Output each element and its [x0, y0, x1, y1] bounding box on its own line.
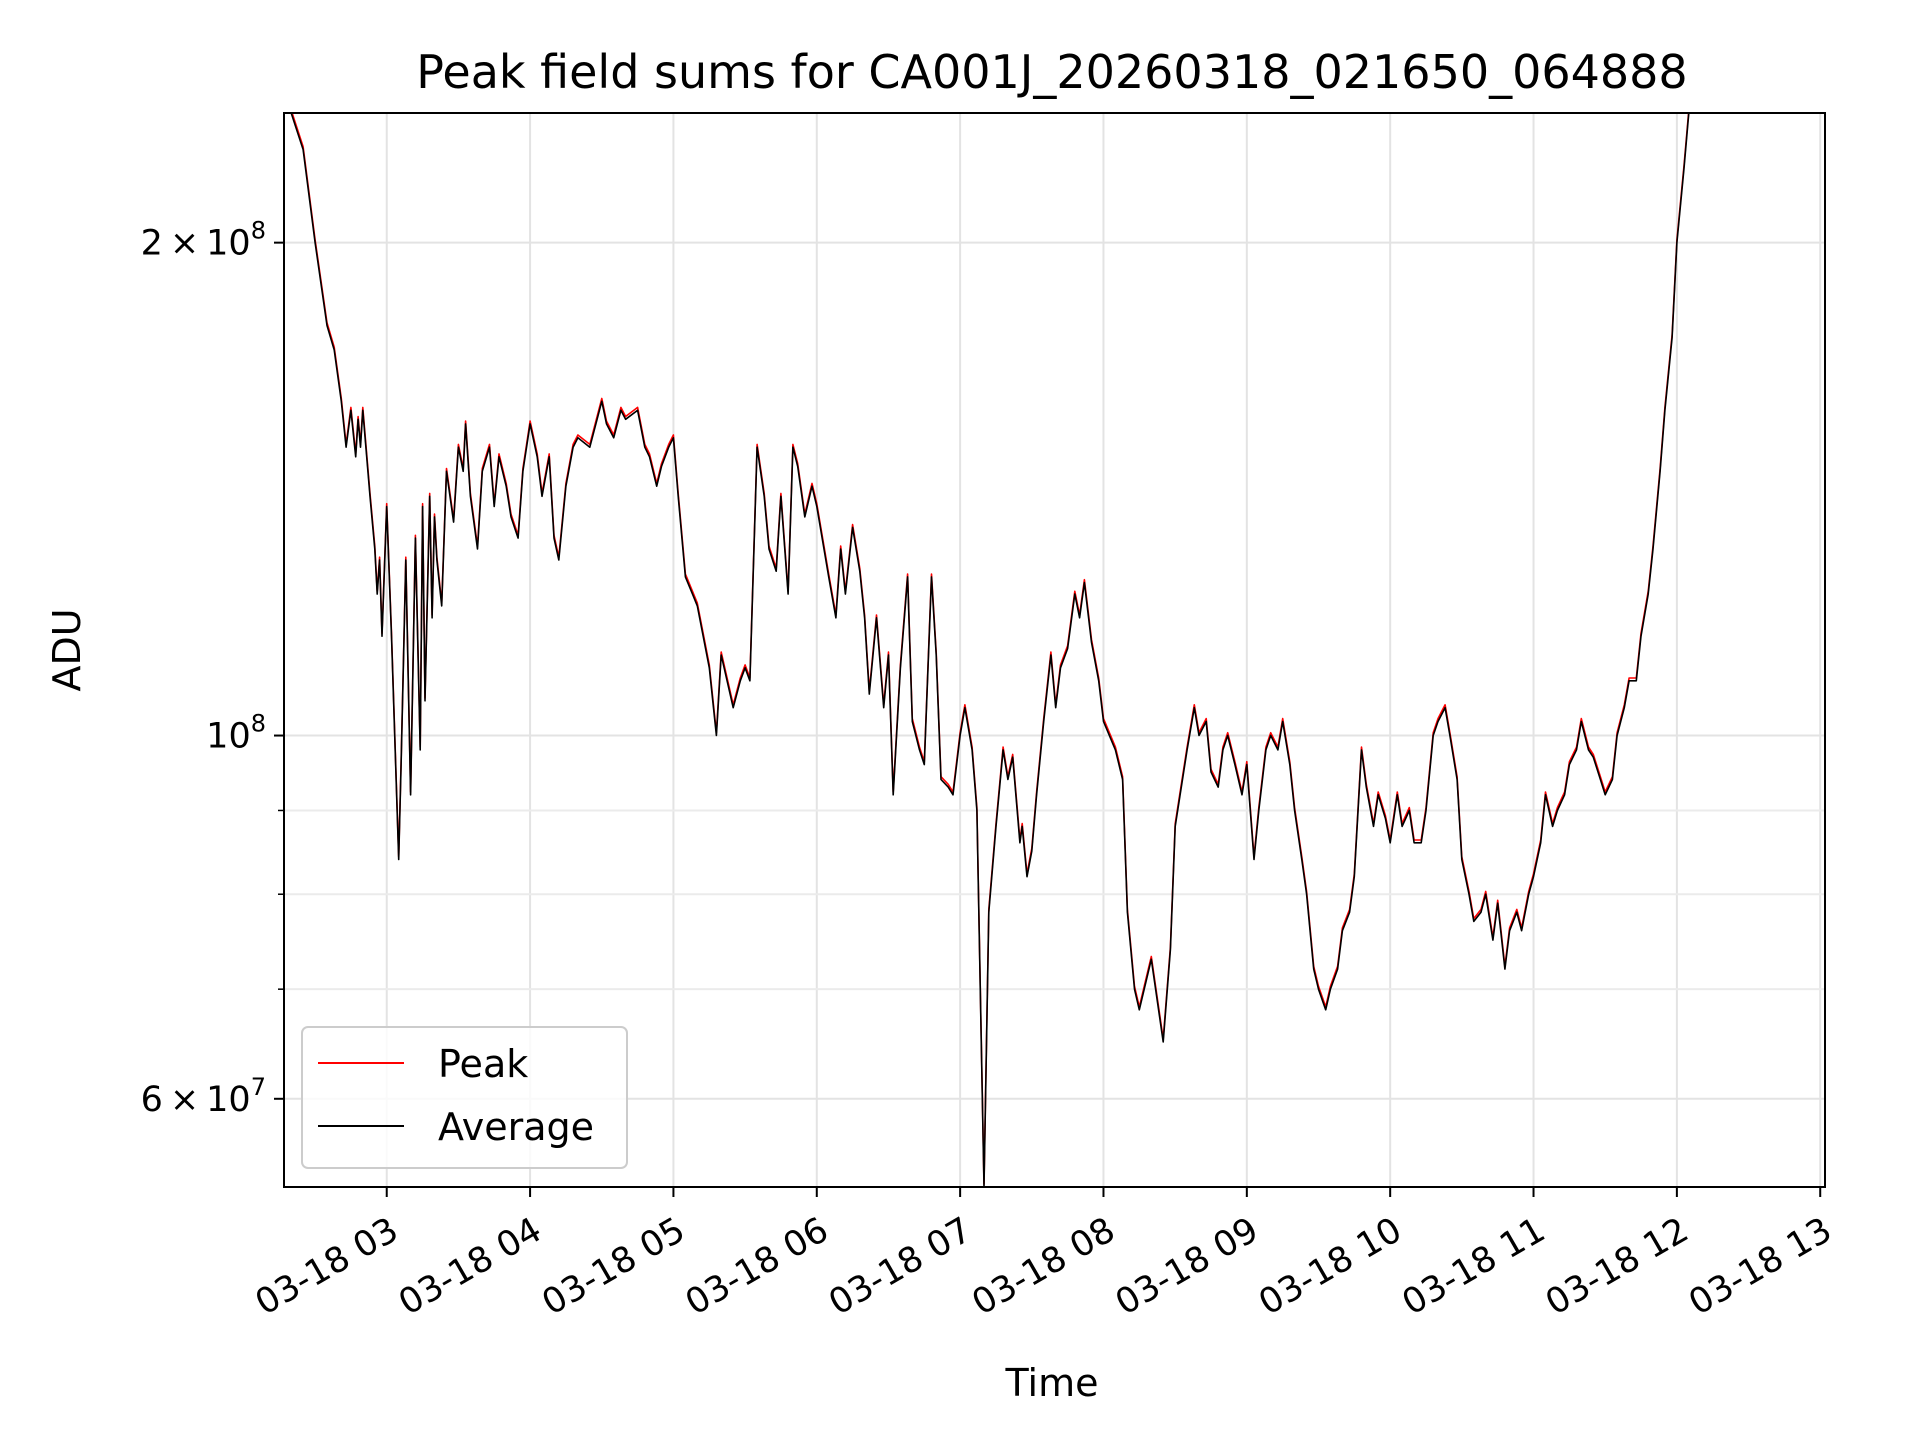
series-line-average	[290, 113, 1690, 1187]
legend-label-average: Average	[438, 1105, 594, 1149]
grid-layer	[284, 113, 1825, 1187]
chart-title: Peak field sums for CA001J_20260318_0216…	[416, 45, 1687, 99]
line-layer	[290, 113, 1690, 1187]
y-tick-label: 6 × 107	[141, 1073, 266, 1120]
plot-frame	[283, 112, 1826, 1188]
y-tick-label: 2 × 108	[141, 217, 266, 264]
y-axis-label: ADU	[45, 608, 89, 691]
legend-label-peak: Peak	[438, 1042, 528, 1086]
legend: Peak Average	[301, 1026, 628, 1169]
x-axis-label: Time	[1005, 1361, 1099, 1405]
y-axis: 6 × 107 108 2 × 108	[141, 217, 284, 1120]
y-tick-label: 108	[206, 710, 266, 757]
